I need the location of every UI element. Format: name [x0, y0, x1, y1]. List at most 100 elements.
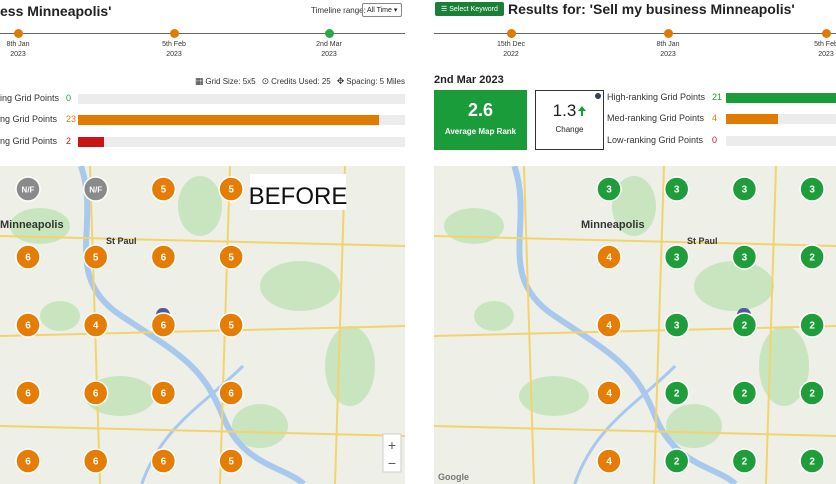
rank-marker-label: 2: [742, 457, 748, 468]
park: [612, 176, 656, 236]
rank-marker: [82, 380, 109, 406]
river: [511, 166, 738, 484]
info-text: Spacing: 5 Miles: [346, 77, 405, 86]
rank-marker: [596, 176, 622, 202]
info-icon: ▦: [194, 76, 204, 86]
rank-marker: [15, 244, 41, 270]
rank-marker: [150, 312, 177, 338]
ranking-label: Low-ranking Grid Points: [607, 135, 704, 145]
timeline-year: 2023: [166, 51, 182, 58]
average-card: 2.6 Average Map Rank: [434, 90, 527, 150]
road: [434, 325, 836, 337]
timeline-date: 8th Jan: [656, 41, 680, 48]
timeline-entry: 8th Jan 2023: [0, 40, 43, 60]
rank-marker: [799, 448, 825, 474]
road: [434, 235, 836, 247]
timeline-dot: [14, 29, 23, 38]
rank-marker: [15, 312, 41, 338]
place-label: St Paul: [687, 236, 718, 246]
rank-marker-label: 5: [228, 321, 234, 332]
rank-marker-label: 3: [742, 185, 748, 196]
change-card: 1.3 Change: [535, 90, 604, 150]
ranking-count: 21: [712, 92, 723, 102]
info-icon: [595, 93, 601, 99]
ranking-label: ing Grid Points: [0, 93, 60, 103]
timeline-entry: 2nd Mar 2023: [304, 40, 354, 60]
rank-marker-label: 3: [742, 253, 748, 264]
timeline-entry: 15th Dec 2022: [486, 40, 536, 60]
title: ess Minneapolis': [0, 3, 112, 19]
ranking-count: 0: [66, 93, 72, 103]
rank-marker: [663, 244, 690, 270]
rank-marker: [596, 312, 622, 338]
rank-marker: [82, 448, 109, 474]
after-panel: ☰ Select Keyword Results for: 'Sell my b…: [434, 0, 836, 484]
timeline-dot: [170, 29, 179, 38]
river: [573, 364, 677, 484]
river: [140, 364, 245, 484]
park: [666, 404, 722, 448]
timeline-year: 2022: [503, 51, 519, 58]
road: [523, 166, 535, 484]
rank-marker: [799, 380, 825, 406]
park: [694, 261, 774, 311]
average-value: 2.6: [467, 100, 494, 120]
timeline-dot: [507, 29, 516, 38]
park: [40, 301, 80, 331]
rank-marker: [731, 380, 758, 406]
park: [759, 326, 809, 406]
zoom-button[interactable]: +: [388, 437, 396, 453]
rank-marker: [731, 244, 758, 270]
rank-marker: [596, 244, 622, 270]
rank-marker: [799, 244, 825, 270]
ranking-track: [78, 94, 405, 104]
rank-marker-label: 6: [25, 253, 31, 264]
ranking-bar: [726, 93, 836, 103]
timeline-date: 5th Feb: [814, 41, 836, 48]
park: [10, 208, 70, 244]
ranking-count: 0: [712, 135, 718, 145]
info-icon: ✥: [336, 76, 345, 86]
timeline-year: 2023: [10, 51, 26, 58]
timeline-select[interactable]: All Time ▾: [362, 3, 403, 17]
ranking-track: [78, 137, 405, 147]
rank-marker-label: 6: [25, 457, 31, 468]
average-label: Average Map Rank: [444, 127, 517, 136]
rank-marker: [663, 312, 690, 338]
rank-marker: [799, 176, 825, 202]
rank-marker: [731, 312, 758, 338]
river: [78, 166, 306, 484]
rank-marker-label: 6: [25, 321, 31, 332]
map[interactable]: Minneapolis St Paul 3 3 3 3 4 3 3 2 4 3 2 2 4 2 2 2 4 2 2 2 Go…: [434, 166, 836, 484]
info-icon: ⊙: [261, 76, 270, 86]
timeline-dot: [325, 29, 334, 38]
rank-marker-label: 6: [161, 457, 167, 468]
rank-marker: [150, 176, 177, 202]
road: [765, 166, 777, 484]
rank-marker: [218, 380, 244, 406]
change-value: 1.3: [552, 101, 577, 120]
rank-marker: [150, 380, 177, 406]
timeline-entry: 5th Feb 2023: [801, 40, 836, 60]
rank-marker: [15, 448, 41, 474]
rank-marker-label: 3: [674, 253, 680, 264]
rank-marker-label: 5: [93, 253, 99, 264]
park: [444, 208, 504, 244]
timeline-year: 2023: [321, 51, 337, 58]
date-heading: 2nd Mar 2023: [434, 74, 504, 86]
rank-marker: [15, 176, 41, 202]
park: [519, 376, 589, 416]
rank-marker: [15, 380, 41, 406]
zoom-button[interactable]: −: [388, 455, 396, 471]
rank-marker-label: 5: [228, 457, 234, 468]
ranking-label: High-ranking Grid Points: [607, 92, 706, 102]
rank-marker: [82, 244, 109, 270]
up-arrow: [578, 106, 587, 116]
timeline-dot: [822, 29, 831, 38]
before-panel: ess Minneapolis' Timeline range: All Tim…: [0, 0, 405, 484]
rank-marker-label: 6: [228, 389, 234, 400]
rank-marker: [218, 176, 244, 202]
map[interactable]: Minneapolis St Paul N/F N/F 5 5 6 5 6 5 6 4 6 5 6 6 6 6 6 6…: [0, 166, 405, 484]
badge: BEFORE: [249, 183, 348, 210]
select-keyword-button[interactable]: ☰ Select Keyword: [435, 2, 504, 16]
